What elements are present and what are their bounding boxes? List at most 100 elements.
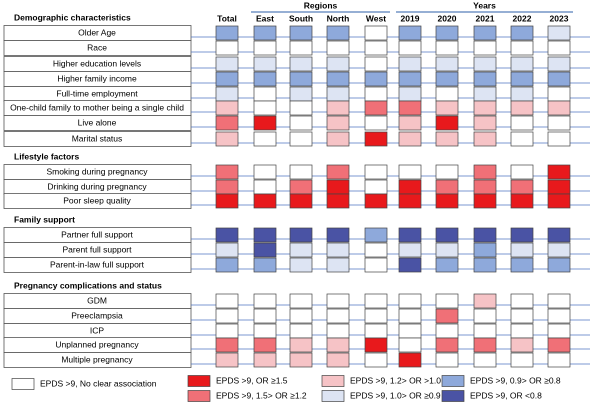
heat-cell <box>473 71 497 87</box>
heat-cell <box>473 40 497 56</box>
heat-cell <box>398 164 422 180</box>
heat-cell <box>326 293 350 309</box>
heat-cell <box>364 308 388 324</box>
heat-cell <box>547 179 571 195</box>
heat-cell <box>364 100 388 116</box>
heat-cell <box>253 86 277 102</box>
heat-cell <box>398 71 422 87</box>
heat-cell <box>435 352 459 368</box>
heat-cell <box>435 337 459 353</box>
heat-cell <box>289 352 313 368</box>
heat-cell <box>398 352 422 368</box>
group-title: Years <box>473 0 496 10</box>
heat-cell <box>364 193 388 209</box>
heat-cell <box>398 86 422 102</box>
heat-cell <box>326 179 350 195</box>
heat-cell <box>398 179 422 195</box>
heat-cell <box>398 115 422 131</box>
heat-cell <box>326 56 350 72</box>
heat-cell <box>547 337 571 353</box>
heat-cell <box>510 25 534 41</box>
heat-cell <box>473 25 497 41</box>
heat-cell <box>326 323 350 339</box>
heat-cell <box>473 308 497 324</box>
heat-cell <box>398 40 422 56</box>
heat-cell <box>289 193 313 209</box>
legend-swatch <box>187 390 211 402</box>
heat-cell <box>253 257 277 273</box>
heat-cell <box>547 323 571 339</box>
heat-cell <box>510 86 534 102</box>
heat-cell <box>364 323 388 339</box>
heat-cell <box>473 115 497 131</box>
heat-cell <box>435 56 459 72</box>
row-label: Poor sleep quality <box>63 195 131 205</box>
heat-cell <box>435 40 459 56</box>
heat-cell <box>215 308 239 324</box>
heat-cell <box>364 293 388 309</box>
row-label: Higher education levels <box>53 58 141 68</box>
heat-cell <box>289 115 313 131</box>
heat-cell <box>253 242 277 258</box>
heat-cell <box>253 179 277 195</box>
heat-cell <box>253 56 277 72</box>
heat-cell <box>215 115 239 131</box>
heat-cell <box>473 242 497 258</box>
column-header: 2019 <box>401 13 420 23</box>
heat-cell <box>289 164 313 180</box>
heat-cell <box>326 86 350 102</box>
heat-cell <box>510 337 534 353</box>
heat-cell <box>326 257 350 273</box>
heat-cell <box>289 293 313 309</box>
row-label: Live alone <box>78 117 117 127</box>
legend-label: EPDS >9, 1.5> OR ≥1.2 <box>216 390 307 400</box>
row-label-box <box>3 40 192 56</box>
heat-cell <box>326 242 350 258</box>
heat-cell <box>253 71 277 87</box>
row-label: GDM <box>87 295 107 305</box>
heat-cell <box>364 115 388 131</box>
legend-swatch <box>187 375 211 387</box>
heat-cell <box>364 56 388 72</box>
heat-cell <box>510 164 534 180</box>
row-label: Drinking during pregnancy <box>47 181 147 191</box>
heat-cell <box>398 227 422 243</box>
heat-cell <box>215 164 239 180</box>
heat-cell <box>547 40 571 56</box>
heat-cell <box>289 71 313 87</box>
heat-cell <box>326 352 350 368</box>
heat-cell <box>289 100 313 116</box>
heat-cell <box>547 71 571 87</box>
row-label: ICP <box>90 325 105 335</box>
legend-label: EPDS >9, 0.9> OR ≥0.8 <box>470 375 561 385</box>
heat-cell <box>253 308 277 324</box>
heat-cell <box>435 25 459 41</box>
heat-cell <box>364 131 388 147</box>
heat-cell <box>473 293 497 309</box>
heat-cell <box>398 337 422 353</box>
heat-cell <box>326 193 350 209</box>
heat-cell <box>215 40 239 56</box>
legend-swatch <box>11 378 35 390</box>
heat-cell <box>547 25 571 41</box>
column-header: 2020 <box>438 13 457 23</box>
heat-cell <box>253 323 277 339</box>
heat-cell <box>510 293 534 309</box>
legend-label: EPDS >9, 1.0> OR ≥0.9 <box>350 390 441 400</box>
column-header: 2022 <box>513 13 532 23</box>
heat-cell <box>289 25 313 41</box>
heat-cell <box>510 115 534 131</box>
heat-cell <box>547 308 571 324</box>
heat-cell <box>398 131 422 147</box>
heat-cell <box>547 193 571 209</box>
row-label: Full-time employment <box>56 88 138 98</box>
heat-cell <box>326 337 350 353</box>
row-label: Preeclampsia <box>71 310 123 320</box>
heat-cell <box>510 56 534 72</box>
heat-cell <box>435 86 459 102</box>
heat-cell <box>289 227 313 243</box>
row-label: Parent full support <box>63 244 133 254</box>
heat-cell <box>215 56 239 72</box>
heat-cell <box>326 40 350 56</box>
